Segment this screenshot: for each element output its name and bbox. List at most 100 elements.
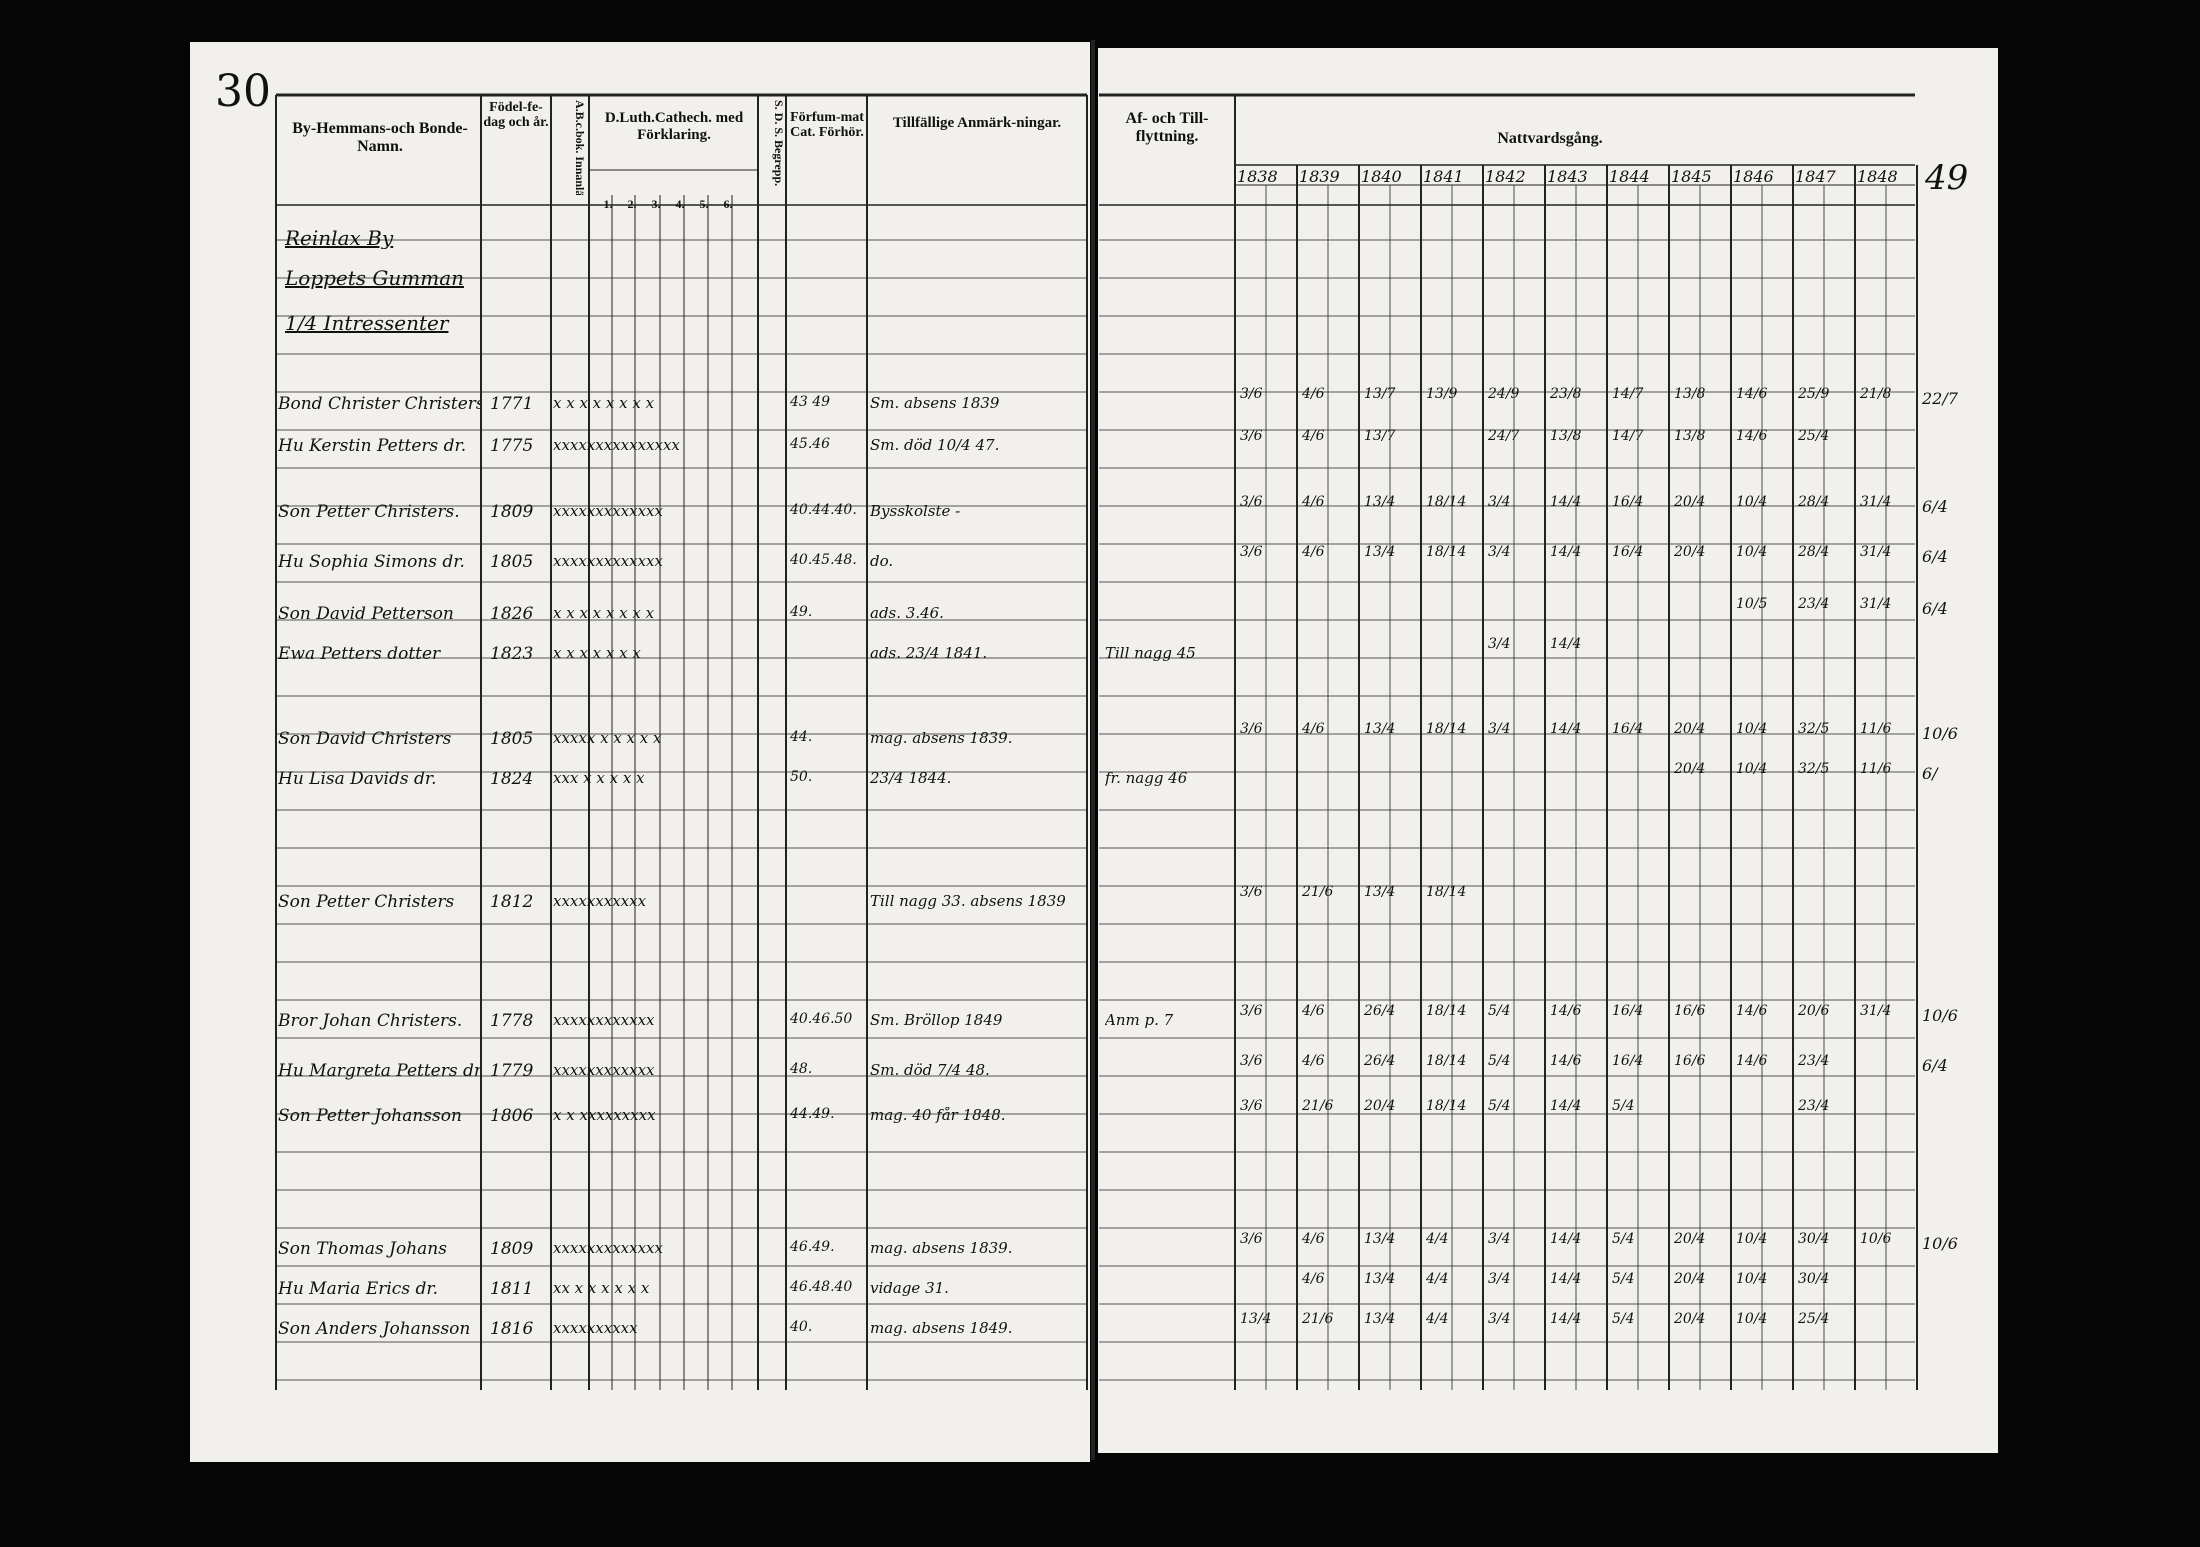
entry-name: Hu Maria Erics dr. xyxy=(278,1280,438,1299)
communion-mark: 13/4 xyxy=(1364,885,1396,900)
entry-exam: 46.48.40 xyxy=(790,1280,853,1295)
communion-mark: 13/8 xyxy=(1674,387,1706,402)
communion-mark: 4/6 xyxy=(1302,722,1325,737)
column-subheader: 4. xyxy=(675,198,685,211)
communion-mark: 20/4 xyxy=(1674,1312,1706,1327)
column-header: A.B.c.bok. Innanläsn. xyxy=(573,100,586,195)
page-number: 30 xyxy=(215,68,271,117)
communion-mark: 16/4 xyxy=(1612,722,1644,737)
communion-mark: 14/6 xyxy=(1736,387,1768,402)
communion-mark: 16/6 xyxy=(1674,1054,1706,1069)
entry-remark: Bysskolste - xyxy=(870,503,961,520)
communion-mark: 26/4 xyxy=(1364,1054,1396,1069)
communion-mark: 5/4 xyxy=(1612,1312,1635,1327)
communion-mark: 20/4 xyxy=(1674,545,1706,560)
communion-mark: 24/9 xyxy=(1488,387,1520,402)
entry-birth-year: 1805 xyxy=(490,730,534,749)
column-subheader: 5. xyxy=(699,198,709,211)
entry-birth-year: 1826 xyxy=(490,605,534,624)
entry-birth-year: 1809 xyxy=(490,503,534,522)
communion-mark: 4/4 xyxy=(1426,1272,1449,1287)
communion-mark: 3/4 xyxy=(1488,1232,1511,1247)
communion-mark: 28/4 xyxy=(1798,495,1830,510)
entry-remark: ads. 3.46. xyxy=(870,605,944,622)
communion-mark: 3/6 xyxy=(1240,1054,1263,1069)
communion-mark: 20/4 xyxy=(1674,722,1706,737)
communion-mark: 13/7 xyxy=(1364,387,1396,402)
communion-mark: 14/6 xyxy=(1736,429,1768,444)
entry-name: Son Petter Johansson xyxy=(278,1107,462,1126)
entry-birth-year: 1778 xyxy=(490,1012,534,1031)
entry-exam: 50. xyxy=(790,770,813,785)
entry-remark: Till nagg 33. absens 1839 xyxy=(870,893,1066,910)
communion-mark: 3/6 xyxy=(1240,387,1263,402)
entry-knowledge: xxxxxxxxxxxx xyxy=(553,1062,655,1079)
communion-mark: 3/6 xyxy=(1240,1232,1263,1247)
entry-name: Son Thomas Johans xyxy=(278,1240,447,1259)
communion-mark: 4/6 xyxy=(1302,387,1325,402)
communion-mark: 20/6 xyxy=(1798,1004,1830,1019)
communion-mark: 4/6 xyxy=(1302,429,1325,444)
communion-mark: 4/6 xyxy=(1302,1272,1325,1287)
margin-note: 10/6 xyxy=(1922,1235,1958,1253)
communion-mark: 21/8 xyxy=(1860,387,1892,402)
entry-birth-year: 1775 xyxy=(490,437,534,456)
entry-exam: 43 49 xyxy=(790,395,831,410)
year-header: 1840 xyxy=(1361,168,1402,186)
year-header: 1842 xyxy=(1485,168,1526,186)
communion-mark: 3/6 xyxy=(1240,1099,1263,1114)
year-header: 1843 xyxy=(1547,168,1588,186)
communion-mark: 4/6 xyxy=(1302,1004,1325,1019)
column-header: S. D. S. Begrepp. xyxy=(772,100,785,187)
page-number: 49 xyxy=(1925,160,1969,198)
communion-mark: 13/4 xyxy=(1364,545,1396,560)
communion-mark: 10/4 xyxy=(1736,545,1768,560)
communion-mark: 4/4 xyxy=(1426,1312,1449,1327)
communion-mark: 10/4 xyxy=(1736,1272,1768,1287)
communion-mark: 24/7 xyxy=(1488,429,1520,444)
communion-mark: 3/4 xyxy=(1488,1312,1511,1327)
entry-birth-year: 1809 xyxy=(490,1240,534,1259)
margin-note: 6/4 xyxy=(1922,498,1948,516)
village-heading: Loppets Gumman xyxy=(285,267,465,289)
entry-knowledge: x x x x x x x x xyxy=(553,395,655,412)
communion-mark: 32/5 xyxy=(1798,762,1830,777)
communion-mark: 21/6 xyxy=(1302,1099,1334,1114)
communion-mark: 5/4 xyxy=(1612,1272,1635,1287)
entry-exam: 40.46.50 xyxy=(790,1012,853,1027)
communion-mark: 30/4 xyxy=(1798,1232,1830,1247)
year-header: 1841 xyxy=(1423,168,1464,186)
entry-birth-year: 1811 xyxy=(490,1280,534,1299)
margin-note: 6/4 xyxy=(1922,600,1948,618)
entry-move: fr. nagg 46 xyxy=(1105,770,1188,787)
right-page xyxy=(1098,48,1998,1453)
communion-mark: 28/4 xyxy=(1798,545,1830,560)
year-header: 1844 xyxy=(1609,168,1650,186)
entry-birth-year: 1806 xyxy=(490,1107,534,1126)
entry-name: Son David Petterson xyxy=(278,605,454,624)
entry-remark: Sm. absens 1839 xyxy=(870,395,1000,412)
communion-mark: 18/14 xyxy=(1426,1004,1467,1019)
entry-knowledge: xxx x x x x x xyxy=(553,770,645,787)
communion-mark: 16/4 xyxy=(1612,495,1644,510)
communion-mark: 23/8 xyxy=(1550,387,1582,402)
entry-exam: 46.49. xyxy=(790,1240,835,1255)
entry-knowledge: xxxxxxxxxxxxx xyxy=(553,1240,663,1257)
left-page xyxy=(190,42,1090,1462)
entry-remark: do. xyxy=(870,553,894,570)
entry-birth-year: 1816 xyxy=(490,1320,534,1339)
entry-move: Anm p. 7 xyxy=(1105,1012,1174,1029)
entry-name: Hu Lisa Davids dr. xyxy=(278,770,437,789)
communion-mark: 26/4 xyxy=(1364,1004,1396,1019)
communion-mark: 5/4 xyxy=(1612,1099,1635,1114)
village-heading: 1/4 Intressenter xyxy=(285,312,449,334)
year-header: 1839 xyxy=(1299,168,1340,186)
margin-note: 10/6 xyxy=(1922,1007,1958,1025)
communion-mark: 13/4 xyxy=(1364,495,1396,510)
column-header: By-Hemmans-och Bonde-Namn. xyxy=(292,120,468,155)
entry-knowledge: xxxxxxxxxxx xyxy=(553,893,647,910)
entry-remark: mag. absens 1839. xyxy=(870,730,1013,747)
entry-name: Bond Christer Christers. xyxy=(278,395,480,414)
entry-knowledge: x x xxxxxxxxx xyxy=(553,1107,656,1124)
